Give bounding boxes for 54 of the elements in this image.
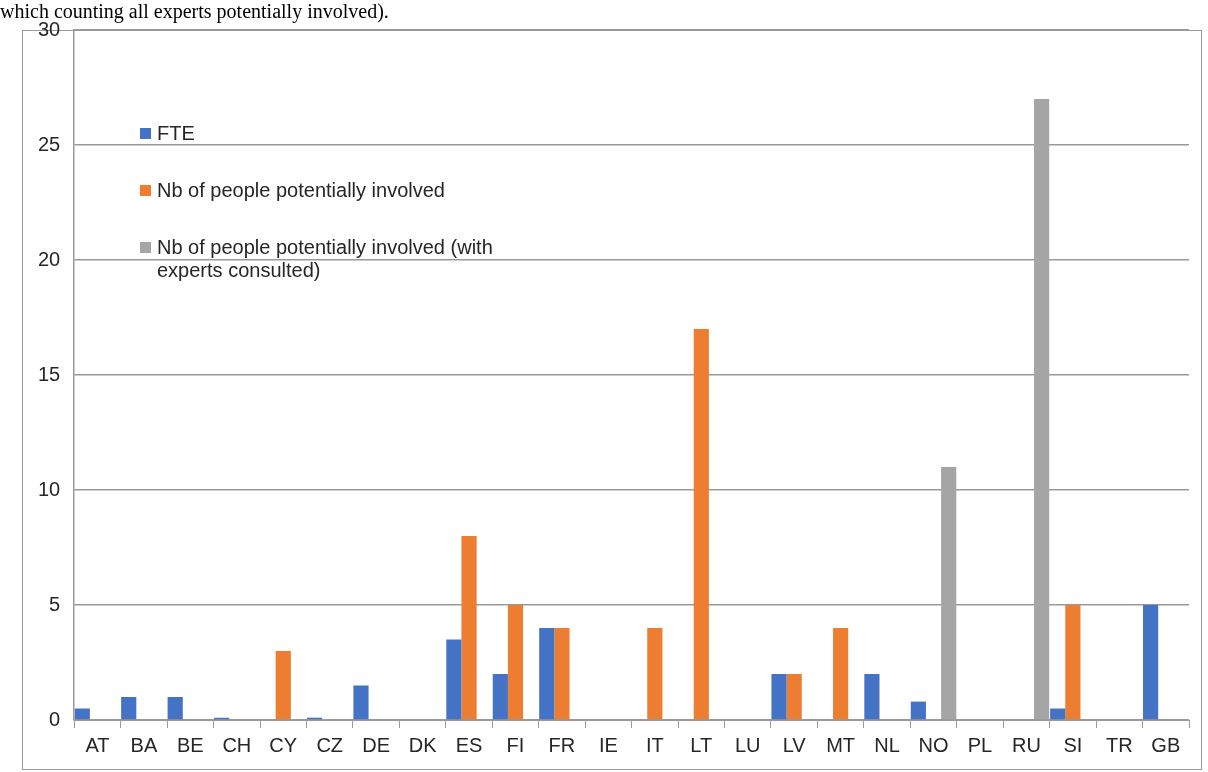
x-tick-label: IT <box>645 733 664 756</box>
bar <box>910 701 926 720</box>
x-tick-label: CH <box>222 733 252 756</box>
x-tick-label: LU <box>734 733 761 756</box>
x-tick-label: GB <box>1151 733 1181 756</box>
x-tick-label: NO <box>918 733 949 756</box>
bar <box>461 536 477 720</box>
bar <box>74 708 90 720</box>
x-tick-label: SI <box>1063 733 1083 756</box>
x-tick-label: IE <box>598 733 618 756</box>
bar <box>833 628 849 720</box>
x-tick-label: FI <box>506 733 525 756</box>
bar <box>446 639 462 720</box>
x-tick-label: BE <box>177 733 204 756</box>
x-tick-label: NL <box>874 733 900 756</box>
x-tick-label: MT <box>826 733 856 756</box>
y-tick-label: 15 <box>38 362 61 385</box>
bar <box>1050 708 1066 720</box>
x-tick-label: BA <box>130 733 158 756</box>
x-tick-label: CY <box>269 733 298 756</box>
bar <box>167 697 183 720</box>
x-tick-label: LT <box>690 733 713 756</box>
bar <box>507 605 524 720</box>
bar <box>1143 605 1159 720</box>
bar <box>275 651 291 720</box>
bar <box>1065 605 1081 720</box>
y-tick-label: 10 <box>38 477 61 500</box>
bar <box>353 685 369 720</box>
legend-label: Nb of people potentially involved <box>157 179 445 202</box>
y-tick-label: 0 <box>49 707 61 730</box>
bar <box>693 329 709 720</box>
x-tick-label: RU <box>1011 733 1041 756</box>
legend-label: FTE <box>157 122 195 145</box>
x-tick-label: ES <box>455 733 483 756</box>
x-tick-label: LV <box>782 733 807 756</box>
y-tick-label: 5 <box>49 592 61 615</box>
x-tick-label: DK <box>408 733 438 756</box>
x-tick-label: PL <box>967 733 993 756</box>
bar <box>647 628 663 720</box>
x-tick-label: CZ <box>316 733 344 756</box>
x-tick-label: FR <box>548 733 576 756</box>
legend-label: Nb of people potentially involved (with experts consulted) <box>157 236 494 282</box>
x-tick-label: TR <box>1105 733 1133 756</box>
bar <box>864 674 880 720</box>
bar <box>121 697 137 720</box>
bar <box>554 628 570 720</box>
y-tick-label: 20 <box>38 247 61 270</box>
bar <box>786 674 802 720</box>
x-tick-label: DE <box>362 733 391 756</box>
bar <box>539 628 555 720</box>
bar <box>771 674 787 720</box>
x-tick-label: AT <box>85 733 110 756</box>
bar <box>492 674 508 720</box>
y-tick-label: 25 <box>38 132 61 155</box>
